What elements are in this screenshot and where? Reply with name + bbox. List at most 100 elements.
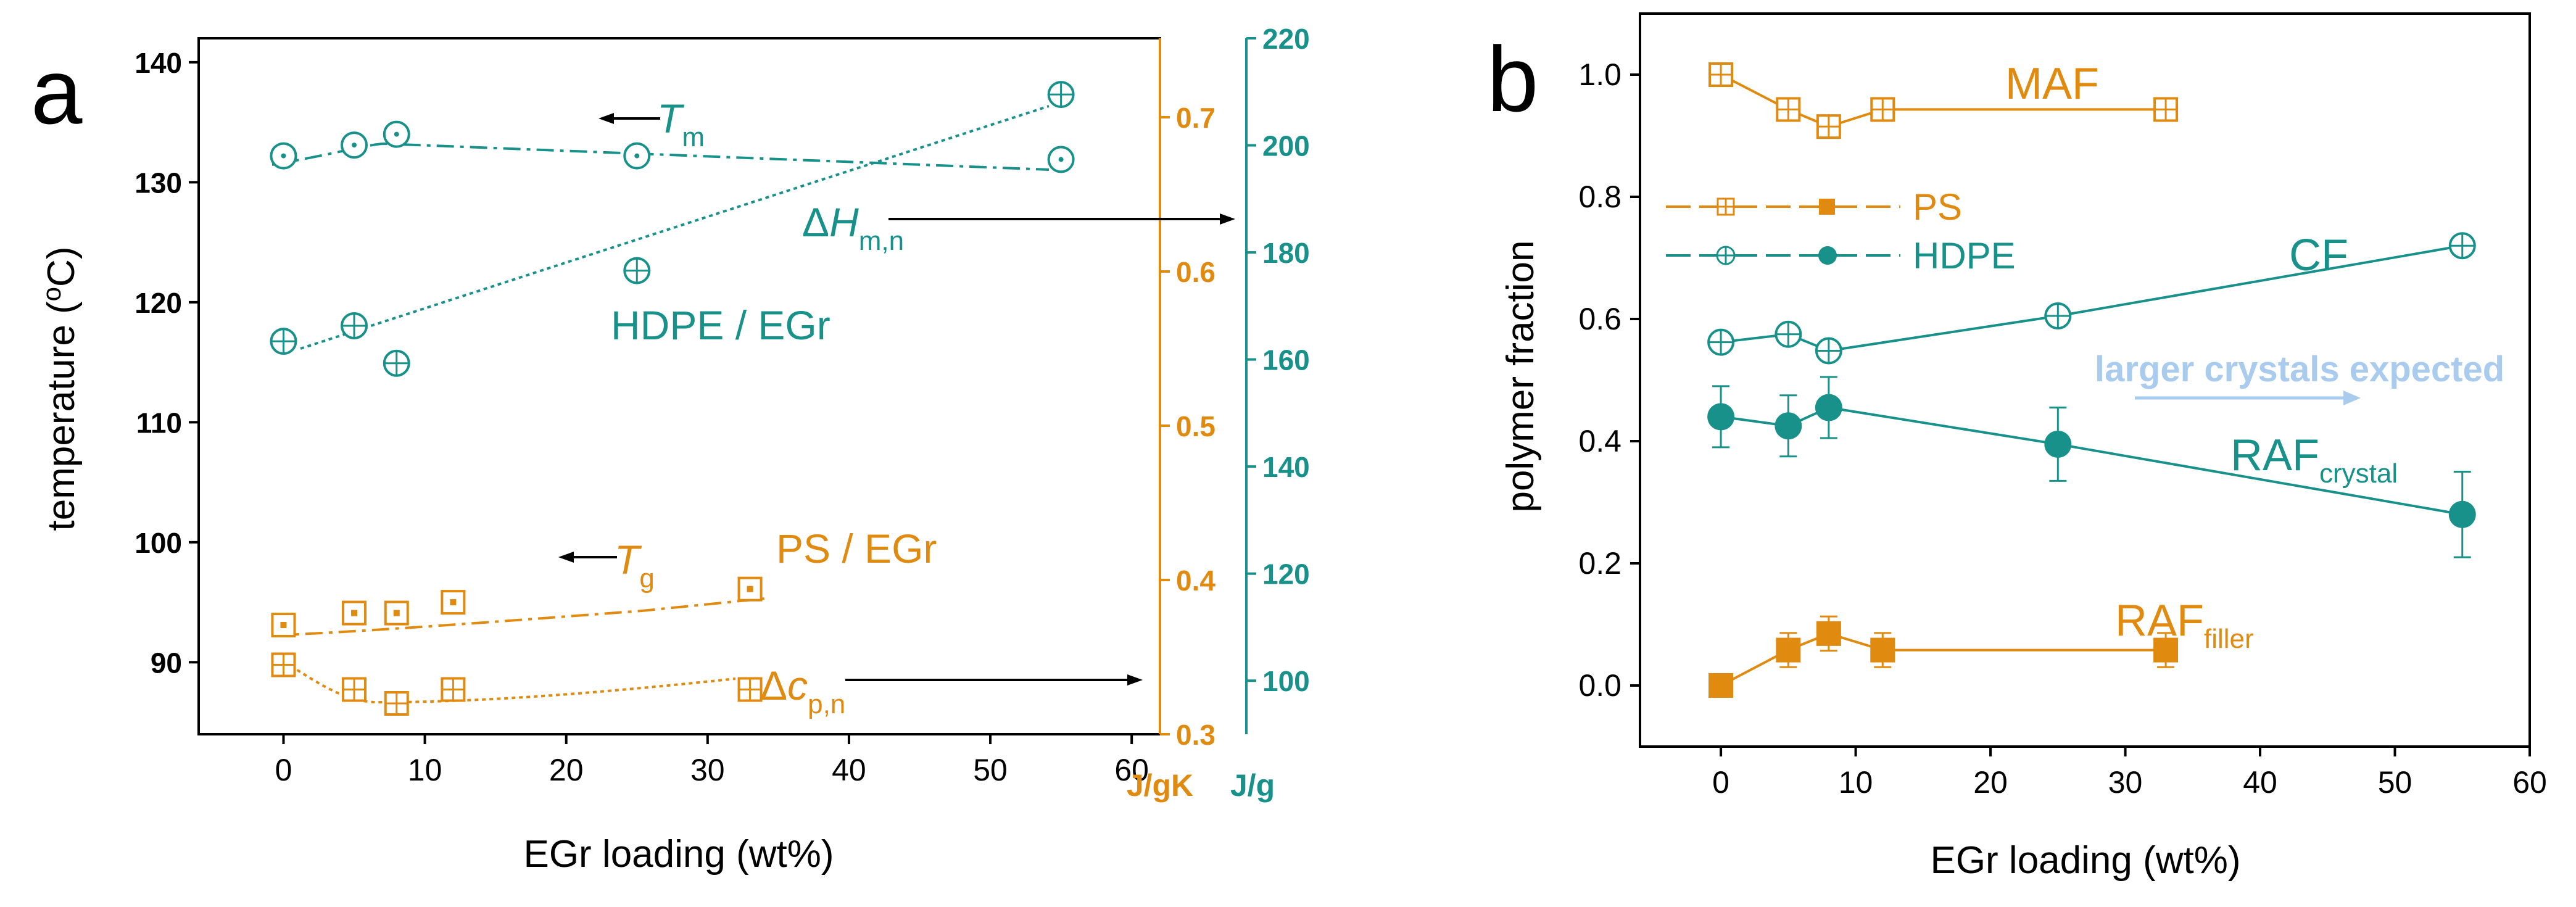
a-series-2-point-2-dot: [393, 610, 400, 616]
trend-line-dc: [271, 653, 736, 704]
legend-ps-label: PS: [1913, 186, 1962, 228]
b-series-0-point-2: [1816, 114, 1841, 139]
b-series-1-point-3: [2044, 302, 2072, 330]
b-x-tick-label-30: 30: [2108, 765, 2143, 800]
legend-hdpe-filled-marker: [1818, 246, 1837, 265]
a-series-2-point-2: [384, 600, 409, 626]
b-series-2-point-1-disc: [1775, 412, 1802, 440]
panel-b-x-axis-label: EGr loading (wt%): [1930, 839, 2240, 882]
a-y-tick-label-140: 140: [135, 47, 182, 79]
annotation-raf-crystal: RAFcrystal: [2230, 431, 2398, 489]
b-series-2-point-1: [1775, 412, 1802, 440]
trend-line-tg: [271, 597, 766, 637]
a-y3-tick-label-120: 120: [1262, 558, 1310, 590]
panel-a-y-ticks: 90 100 110 120 130 140: [135, 47, 199, 679]
panel-a-markers: [270, 81, 1075, 716]
panel-a-y2-ticks: 0.3 0.4 0.5 0.6 0.7: [1160, 102, 1216, 751]
b-x-tick-label-50: 50: [2378, 765, 2412, 800]
panel-a-label: a: [31, 39, 83, 143]
panel-b-x-ticks: 0 10 20 30 40 50 60: [1712, 747, 2547, 800]
b-y-tick-label-1.0: 1.0: [1578, 57, 1621, 92]
b-y-tick-label-0.0: 0.0: [1578, 668, 1621, 703]
a-x-tick-label-0: 0: [275, 753, 292, 787]
a-series-2-point-4: [737, 576, 763, 602]
a-y2-tick-label-0.6: 0.6: [1176, 256, 1216, 288]
a-series-1-point-4: [1047, 81, 1075, 109]
annotation-hdpe-egr: HDPE / EGr: [611, 302, 830, 348]
arrow-tm-head: [598, 113, 614, 124]
panel-b: b 0 10 20 30 40 50 60 0.0 0.2 0.4 0.6 0.8 1.0 EGr l…: [1487, 12, 2547, 882]
panel-a: a 0 10 20 30 40 50 60 90 100 110 120 130 140 0.3 0.4…: [31, 23, 1310, 876]
b-series-1-point-0: [1707, 328, 1735, 356]
arrow-expected-head: [2343, 391, 2361, 405]
annotation-cf: CF: [2289, 231, 2348, 280]
b-series-3-point-2: [1816, 621, 1841, 646]
b-series-3-point-0-box: [1708, 673, 1734, 698]
a-series-2-point-0: [271, 613, 296, 638]
b-x-tick-label-0: 0: [1712, 765, 1729, 800]
a-series-1-point-3: [623, 257, 651, 284]
b-x-tick-label-40: 40: [2243, 765, 2277, 800]
a-y3-tick-label-180: 180: [1262, 237, 1310, 269]
b-series-3-point-1-box: [1776, 637, 1801, 663]
trend-line-dh: [300, 105, 1050, 350]
b-y-tick-label-0.6: 0.6: [1578, 302, 1621, 336]
annotation-tg: Tg: [615, 537, 655, 594]
b-y-tick-label-0.2: 0.2: [1578, 546, 1621, 581]
b-series-0-point-4: [2153, 97, 2179, 122]
arrow-dc-head: [1127, 674, 1143, 685]
annotation-ps-egr: PS / EGr: [776, 526, 937, 571]
a-series-1-point-0: [270, 328, 297, 355]
a-series-0-point-1: [341, 131, 368, 159]
annotation-tm: Tm: [657, 96, 705, 152]
trend-line-tm: [271, 142, 1050, 171]
a-series-2-point-0-box: [271, 613, 296, 638]
b-series-3-point-2-box: [1816, 621, 1841, 646]
b-series-2-point-2-disc: [1815, 394, 1842, 421]
a-y-tick-label-110: 110: [136, 407, 182, 439]
a-y-tick-label-130: 130: [135, 167, 182, 199]
annotation-dh: ΔHm,n: [802, 199, 904, 256]
panel-b-markers: [1707, 62, 2476, 698]
a-y-tick-label-90: 90: [151, 647, 182, 679]
a-series-2-point-4-dot: [747, 586, 753, 592]
a-series-2-point-0-dot: [280, 622, 287, 629]
a-series-0-point-1-dot: [352, 143, 357, 148]
a-y2-tick-label-0.4: 0.4: [1176, 565, 1216, 597]
panel-a-y2-unit: J/gK: [1127, 768, 1193, 803]
a-y2-tick-label-0.3: 0.3: [1176, 719, 1216, 751]
a-x-tick-label-50: 50: [973, 753, 1008, 787]
panel-a-y3-unit: J/g: [1230, 768, 1275, 803]
panel-a-y3-ticks: 100 120 140 160 180 200 220: [1246, 23, 1310, 697]
legend-hdpe-label: HDPE: [1913, 235, 2016, 276]
b-series-3-point-3: [1870, 637, 1895, 663]
a-series-1-point-2: [383, 349, 410, 377]
a-x-tick-label-20: 20: [549, 753, 584, 787]
b-x-tick-label-60: 60: [2512, 765, 2547, 800]
b-series-1-point-1: [1775, 320, 1802, 348]
annotation-maf: MAF: [2005, 59, 2099, 109]
annotation-larger-crystals-expected: larger crystals expected: [2095, 349, 2504, 389]
a-series-2-point-3: [441, 590, 466, 615]
b-series-3-point-0: [1708, 673, 1734, 698]
a-series-0-point-0: [270, 142, 297, 170]
annotation-dc: Δcp,n: [760, 663, 845, 719]
b-series-0-point-3: [1870, 97, 1895, 122]
panel-a-y-axis-label: temperature (oC): [37, 247, 83, 531]
a-series-3-point-4: [737, 677, 763, 702]
a-y-tick-label-120: 120: [135, 287, 182, 319]
b-series-2-point-3-disc: [2044, 430, 2072, 458]
a-series-2-point-3-dot: [450, 599, 457, 606]
panel-a-x-axis-label: EGr loading (wt%): [523, 833, 834, 876]
b-series-0-point-1: [1776, 97, 1801, 122]
legend-ps: PS: [1666, 186, 1962, 228]
b-x-tick-label-20: 20: [1973, 765, 2008, 800]
a-x-tick-label-30: 30: [690, 753, 725, 787]
b-x-tick-label-10: 10: [1839, 765, 1873, 800]
a-series-3-point-3: [441, 677, 466, 702]
b-series-2-point-4-disc: [2448, 500, 2476, 528]
b-series-0-point-0: [1708, 62, 1734, 87]
panel-b-y-axis-label: polymer fraction: [1499, 240, 1542, 512]
a-y3-tick-label-220: 220: [1262, 23, 1310, 55]
a-series-3-point-1: [342, 677, 367, 702]
